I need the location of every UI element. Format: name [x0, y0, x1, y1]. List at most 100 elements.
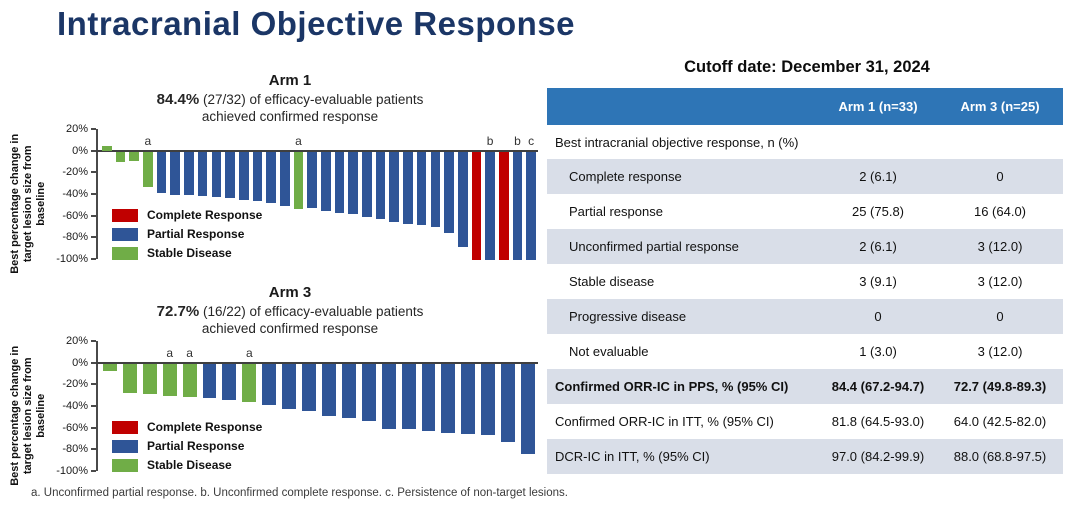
legend-swatch [112, 227, 138, 241]
arm1-value: 3 (9.1) [859, 274, 897, 289]
bar [444, 151, 454, 233]
arm3-subtitle-rest: (16/22) of efficacy-evaluable patients [199, 304, 424, 319]
y-axis-tick [91, 470, 96, 472]
zero-baseline [96, 361, 538, 364]
y-axis-tick [91, 361, 96, 364]
table-header-col-1: Arm 1 (n=33) [838, 99, 918, 114]
y-axis-tick [91, 340, 96, 342]
arm1-value: 0 [874, 309, 882, 324]
row-label: Stable disease [569, 274, 655, 289]
table-section-label: Best intracranial objective response, n … [555, 134, 799, 150]
bar [102, 146, 112, 151]
table-row: Confirmed ORR-IC in ITT, % (95% CI) 81.8 … [547, 404, 1063, 439]
bar-annotation: b [514, 133, 521, 148]
legend-item: Stable Disease [112, 246, 232, 260]
y-axis-tick-label: 0% [72, 144, 88, 157]
bar [471, 151, 482, 260]
arm1-value: 81.8 (64.5-93.0) [831, 414, 925, 429]
y-axis-tick [91, 128, 96, 130]
arm1-value: 2 (6.1) [859, 169, 897, 184]
arm3-chart-subtitle-line2: achieved confirmed response [201, 321, 379, 336]
table-row: Complete response 2 (6.1) 0 [547, 159, 1063, 194]
y-axis-tick-label: -40% [62, 400, 88, 412]
table-header-col-2: Arm 3 (n=25) [960, 99, 1040, 114]
legend-item: Partial Response [112, 439, 244, 453]
bar [512, 151, 523, 260]
bar [375, 151, 386, 219]
bar [156, 151, 167, 193]
bar [162, 363, 177, 397]
legend-label: Partial Response [147, 439, 245, 453]
page-title: Intracranial Objective Response [57, 5, 576, 42]
arm3-value: 16 (64.0) [973, 204, 1027, 219]
legend-swatch [112, 439, 138, 453]
arm3-value: 3 (12.0) [977, 344, 1023, 359]
row-label: Partial response [569, 204, 663, 219]
bar [362, 151, 372, 217]
bar-annotation: a [245, 345, 253, 360]
bar [526, 151, 536, 260]
bar [222, 363, 237, 401]
bar [485, 151, 495, 260]
legend-swatch [112, 458, 138, 472]
row-label: Progressive disease [569, 309, 687, 324]
bar [202, 363, 217, 399]
table-row: Progressive disease 0 0 [547, 299, 1063, 334]
bar [252, 151, 263, 202]
footnote: a. Unconfirmed partial response. b. Unco… [31, 487, 568, 499]
y-axis-tick [91, 448, 96, 451]
table-row: Partial response 25 (75.8) 16 (64.0) [547, 194, 1063, 229]
y-axis-tick-label: -80% [62, 443, 88, 456]
y-axis-tick [91, 426, 96, 429]
row-label: Complete response [569, 169, 682, 184]
bar-annotation: b [486, 133, 494, 148]
legend-item: Partial Response [112, 227, 244, 241]
response-table: Arm 1 (n=33) Arm 3 (n=25) Best intracrania… [547, 88, 1063, 474]
bar [334, 151, 345, 214]
bar [401, 363, 416, 429]
bar [403, 151, 413, 225]
bar [441, 363, 456, 433]
arm1-chart-subtitle: 84.4% (27/32) of efficacy-evaluable pati… [40, 91, 540, 108]
bar [416, 151, 427, 226]
arm3-chart-subtitle: 72.7% (16/22) of efficacy-evaluable pati… [40, 303, 540, 320]
y-axis-tick-label: -60% [62, 421, 88, 434]
arm1-response-rate: 84.4% [156, 91, 200, 108]
bar [182, 363, 197, 398]
bar [481, 363, 496, 436]
bar [498, 151, 509, 260]
arm3-value: 0 [996, 169, 1004, 184]
arm1-y-axis-label: Best percentage change in target lesion … [9, 133, 48, 274]
bar [389, 151, 400, 223]
arm1-value: 25 (75.8) [851, 204, 905, 219]
bar-annotation: c [528, 133, 535, 148]
bar [361, 363, 376, 422]
bar [115, 151, 126, 163]
arm3-chart-title: Arm 3 [268, 284, 312, 301]
table-row: DCR-IC in ITT, % (95% CI) 97.0 (84.2-99.9… [547, 439, 1063, 474]
bar [293, 151, 304, 210]
y-axis-line [96, 129, 98, 259]
table-row: Stable disease 3 (9.1) 3 (12.0) [547, 264, 1063, 299]
y-axis-tick-label: 20% [65, 123, 88, 135]
y-axis-tick-label: -20% [62, 378, 88, 391]
y-axis-line [96, 341, 98, 471]
table-section-row: Best intracranial objective response, n … [547, 125, 1063, 159]
arm3-value: 3 (12.0) [977, 239, 1023, 254]
bar [348, 151, 358, 215]
arm1-chart-title: Arm 1 [268, 72, 312, 89]
y-axis-tick [91, 236, 96, 239]
bar [143, 151, 153, 188]
bar [129, 151, 139, 162]
cutoff-date-title: Cutoff date: December 31, 2024 [684, 58, 930, 76]
bar-annotation: a [166, 345, 173, 360]
y-axis-tick [91, 214, 96, 217]
legend-item: Stable Disease [112, 458, 232, 472]
bar-annotation: a [186, 345, 193, 360]
row-label: Unconfirmed partial response [569, 239, 739, 254]
y-axis-tick-label: 0% [72, 356, 88, 369]
bar [142, 363, 157, 394]
legend-label: Partial Response [147, 227, 245, 241]
legend-swatch [112, 420, 138, 434]
